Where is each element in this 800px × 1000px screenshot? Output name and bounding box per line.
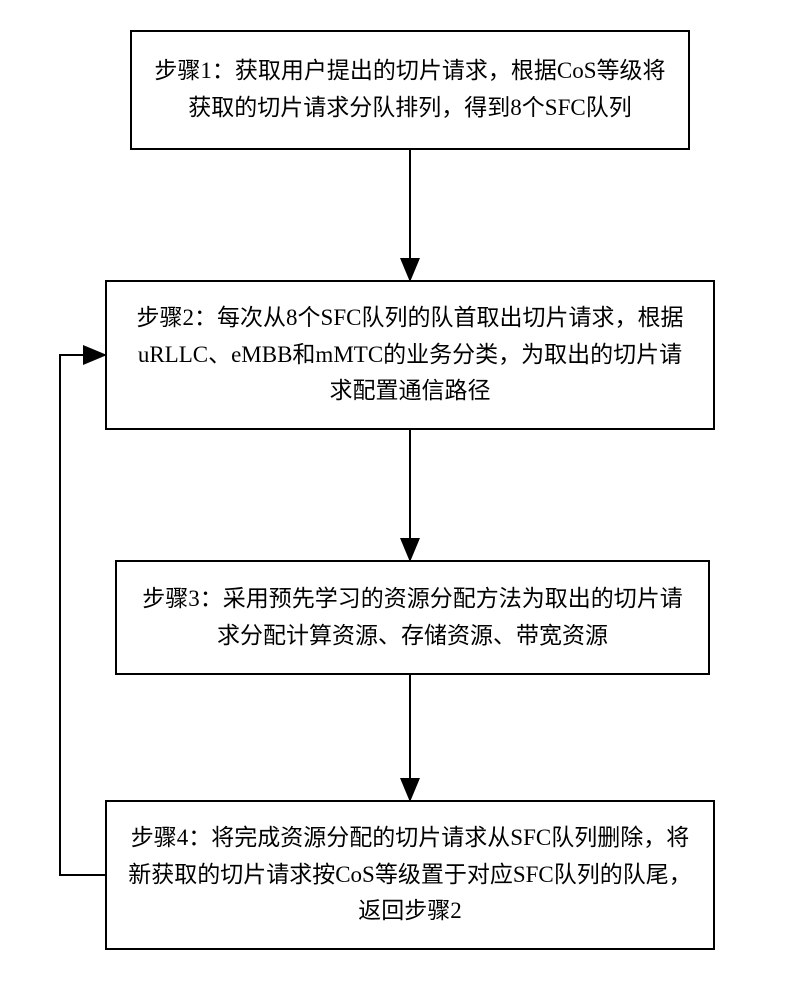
flow-node-step1: 步骤1：获取用户提出的切片请求，根据CoS等级将获取的切片请求分队排列，得到8个… — [130, 30, 690, 150]
node-text: 步骤4：将完成资源分配的切片请求从SFC队列删除，将新获取的切片请求按CoS等级… — [127, 820, 693, 930]
flow-node-step3: 步骤3：采用预先学习的资源分配方法为取出的切片请求分配计算资源、存储资源、带宽资… — [115, 560, 710, 675]
flowchart-canvas: 步骤1：获取用户提出的切片请求，根据CoS等级将获取的切片请求分队排列，得到8个… — [0, 0, 800, 1000]
node-text: 步骤1：获取用户提出的切片请求，根据CoS等级将获取的切片请求分队排列，得到8个… — [152, 53, 668, 127]
flow-node-step2: 步骤2：每次从8个SFC队列的队首取出切片请求，根据uRLLC、eMBB和mMT… — [105, 280, 715, 430]
node-text: 步骤2：每次从8个SFC队列的队首取出切片请求，根据uRLLC、eMBB和mMT… — [127, 300, 693, 410]
flow-node-step4: 步骤4：将完成资源分配的切片请求从SFC队列删除，将新获取的切片请求按CoS等级… — [105, 800, 715, 950]
edge-step4-to-step2 — [60, 355, 105, 875]
node-text: 步骤3：采用预先学习的资源分配方法为取出的切片请求分配计算资源、存储资源、带宽资… — [137, 581, 688, 655]
